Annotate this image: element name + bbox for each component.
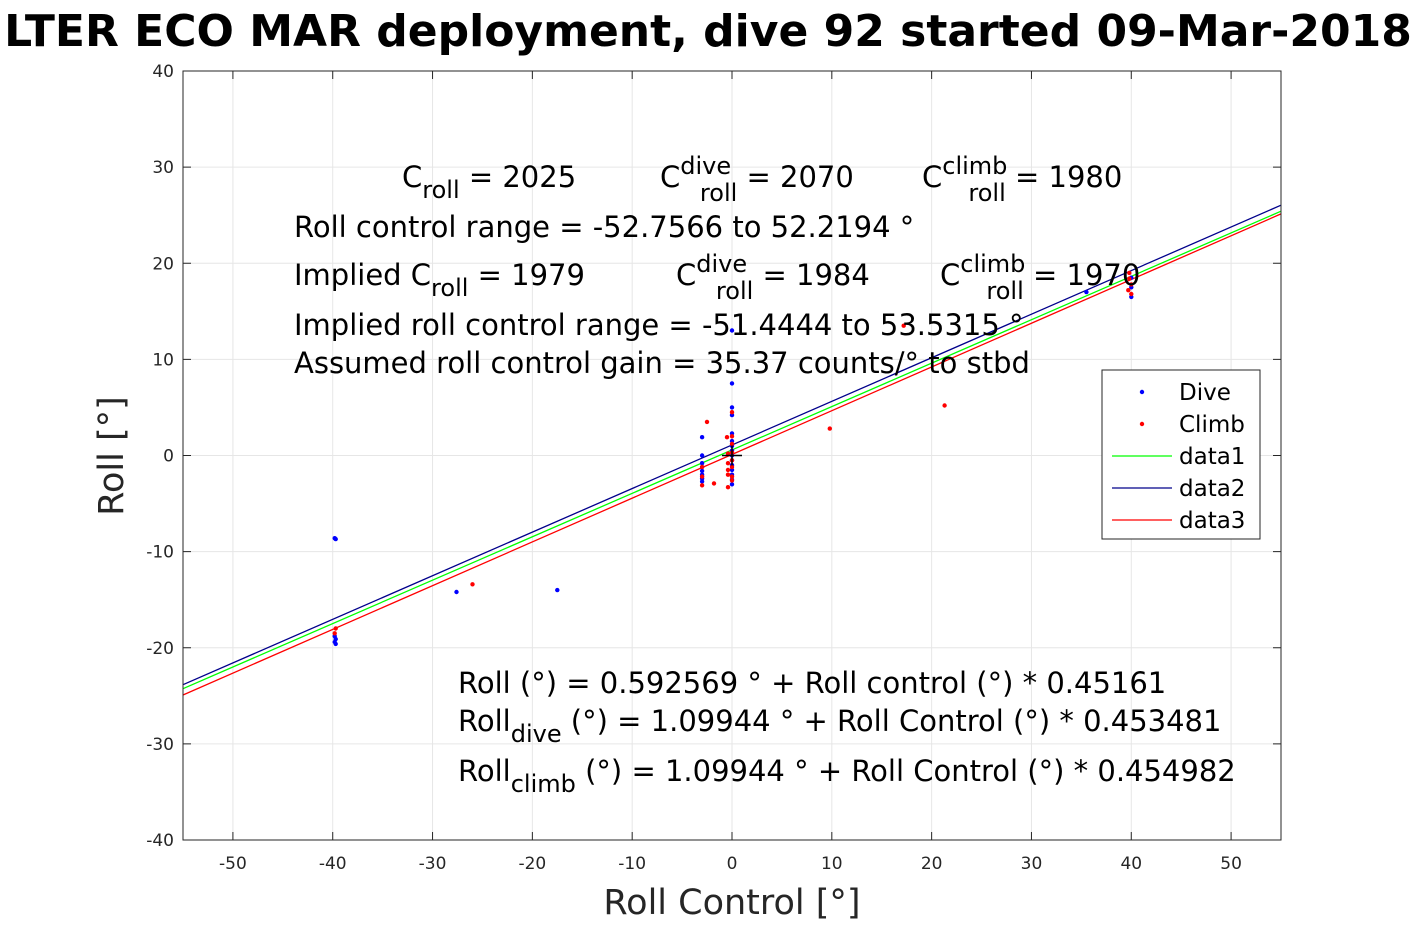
point-climb	[699, 483, 705, 488]
y-tick-label: -30	[146, 735, 174, 755]
y-tick-label: 30	[152, 158, 174, 178]
point-dive	[454, 589, 459, 595]
legend-marker-dive	[1139, 389, 1145, 395]
annotation-fit-dive: Rolldive (°) = 1.09944 ° + Roll Control …	[458, 704, 1221, 748]
annotation-fit-climb: Rollclimb (°) = 1.09944 ° + Roll Control…	[458, 754, 1236, 798]
point-climb	[729, 410, 735, 415]
point-climb	[1126, 288, 1131, 293]
x-axis-label: Roll Control [°]	[603, 883, 860, 923]
x-tick-label: 10	[821, 854, 843, 874]
point-climb	[729, 434, 735, 439]
point-climb	[827, 426, 832, 431]
point-dive	[699, 453, 705, 458]
legend-label: data3	[1179, 508, 1245, 534]
x-tick-label: -40	[319, 854, 347, 874]
annotation-implied-c-roll: Implied Croll = 1979	[294, 258, 585, 302]
point-climb	[725, 472, 731, 477]
point-dive	[333, 641, 338, 647]
annotation-roll-control-range: Roll control range = -52.7566 to 52.2194…	[294, 210, 914, 244]
y-tick-label: 40	[152, 62, 174, 82]
legend: Dive Climb data1 data2 data3	[1101, 369, 1261, 540]
point-climb	[332, 631, 337, 636]
x-tick-label: 0	[727, 854, 738, 874]
annotation-implied-c-roll-climb: Cclimb roll = 1970	[940, 250, 1140, 305]
axes: -50 -40 -30 -20 -10 0 10 20 30 40 50 -40 -30 -20 -10 0 1…	[146, 62, 1282, 874]
annotation-implied-c-roll-dive: Cdive roll = 1984	[676, 250, 870, 305]
point-climb	[729, 441, 735, 447]
annotation-implied-range: Implied roll control range = -51.4444 to…	[294, 308, 1024, 342]
x-tick-label: 20	[921, 854, 943, 874]
point-dive	[555, 587, 560, 593]
y-tick-label: -10	[146, 543, 174, 563]
point-dive	[699, 461, 705, 466]
point-climb	[699, 474, 705, 479]
point-climb	[725, 467, 731, 473]
point-climb	[725, 461, 731, 466]
point-climb	[1129, 282, 1134, 287]
x-tick-label: 30	[1021, 854, 1043, 874]
point-climb	[1127, 270, 1132, 276]
point-climb	[711, 481, 717, 486]
x-tick-label: -30	[419, 854, 447, 874]
point-climb	[699, 464, 705, 470]
point-climb	[724, 435, 730, 440]
point-dive	[729, 381, 735, 386]
point-climb	[729, 464, 735, 470]
y-axis-label: Roll [°]	[92, 396, 132, 516]
legend-label: data2	[1179, 476, 1245, 502]
y-tick-label: 20	[152, 254, 174, 274]
annotations: Croll = 2025 Cdive roll = 2070 Cclimb roll =…	[294, 152, 1236, 798]
legend-label: Dive	[1179, 380, 1231, 406]
point-climb	[729, 474, 735, 479]
x-tick-label: -10	[618, 854, 646, 874]
point-dive	[699, 479, 705, 484]
y-tick-label: -40	[146, 831, 174, 851]
data-points	[332, 270, 1134, 647]
point-climb	[704, 419, 710, 425]
point-climb	[470, 582, 475, 587]
x-tick-label: -50	[219, 854, 247, 874]
annotation-fit: Roll (°) = 0.592569 ° + Roll control (°)…	[458, 666, 1166, 700]
x-tick-label: 40	[1120, 854, 1142, 874]
annotation-c-roll-climb: Cclimb roll = 1980	[922, 152, 1122, 207]
chart-title: LTER ECO MAR deployment, dive 92 started…	[4, 6, 1412, 57]
y-tick-label: 10	[152, 350, 174, 370]
point-climb	[725, 485, 731, 490]
point-dive	[699, 435, 705, 440]
legend-box	[1101, 369, 1261, 540]
legend-label: Climb	[1179, 412, 1245, 438]
point-dive	[729, 482, 735, 487]
annotation-c-roll: Croll = 2025	[402, 160, 576, 204]
point-dive	[729, 328, 735, 333]
point-climb	[1129, 291, 1134, 297]
point-climb	[1127, 276, 1132, 281]
point-dive	[1084, 289, 1089, 295]
point-dive	[699, 468, 705, 474]
point-climb	[901, 323, 906, 328]
y-tick-label: -20	[146, 639, 174, 659]
point-climb	[725, 451, 731, 456]
x-tick-label: -20	[518, 854, 546, 874]
annotation-c-roll-dive: Cdive roll = 2070	[660, 152, 854, 207]
y-tick-label: 0	[163, 447, 174, 467]
point-climb	[333, 626, 338, 631]
x-tick-label: 50	[1220, 854, 1242, 874]
point-dive	[729, 405, 735, 410]
legend-marker-climb	[1139, 421, 1145, 427]
legend-label: data1	[1179, 444, 1245, 470]
annotation-gain: Assumed roll control gain = 35.37 counts…	[294, 346, 1030, 380]
point-climb	[942, 403, 947, 408]
point-dive	[333, 536, 338, 542]
point-climb	[729, 478, 735, 483]
